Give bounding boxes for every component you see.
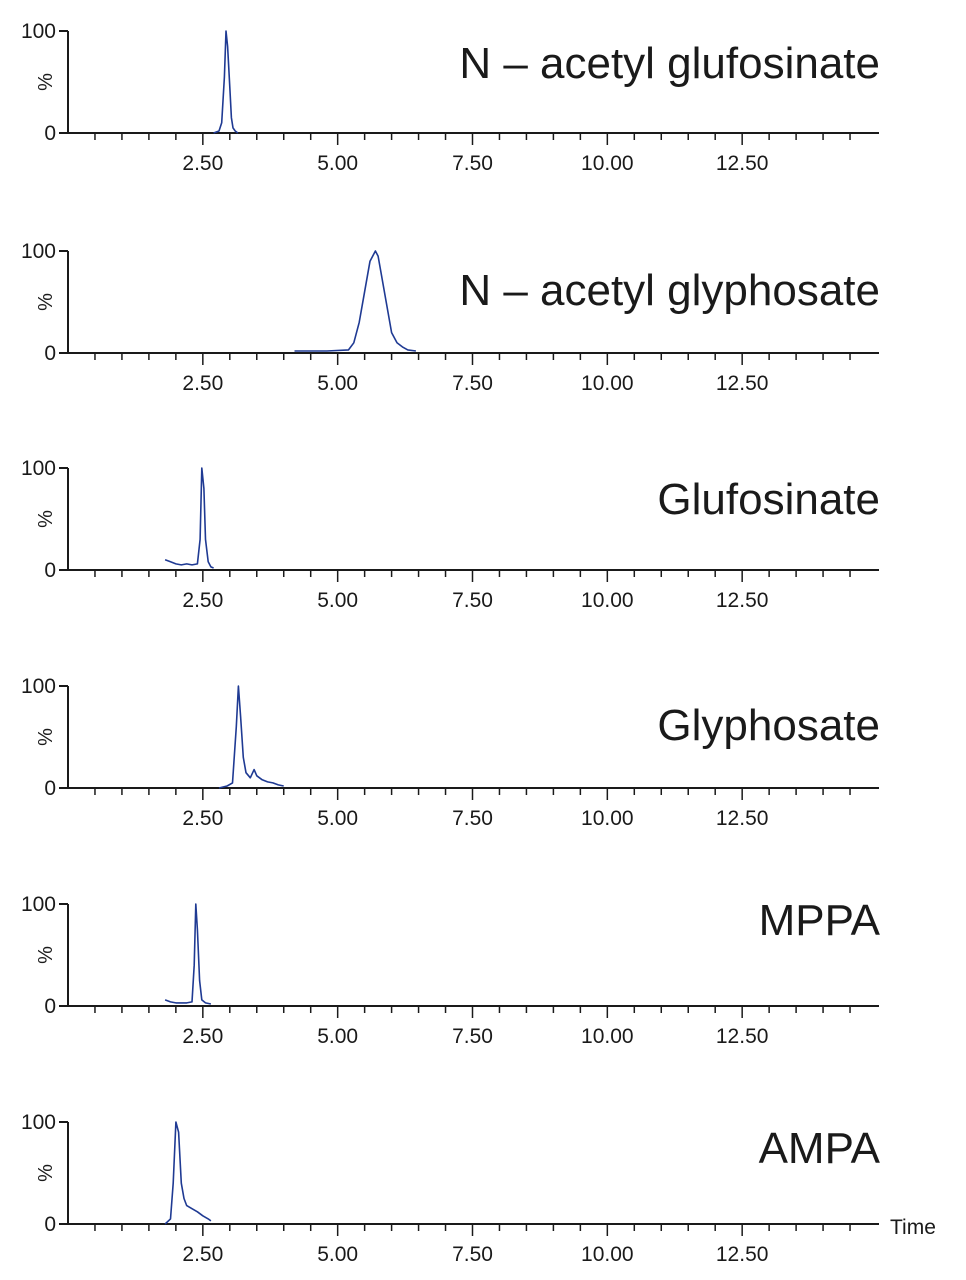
compound-title: MPPA [759,896,881,945]
x-tick-label: 12.50 [716,1025,769,1048]
y-axis-label: % [35,510,57,528]
compound-title: AMPA [759,1124,881,1173]
y-tick-label: 0 [44,559,56,582]
chromatogram-trace [164,467,214,569]
chromatogram-trace [164,903,212,1005]
y-tick-label: 0 [44,777,56,800]
x-tick-label: 7.50 [452,372,493,395]
x-tick-label: 5.00 [317,152,358,175]
y-axis-label: % [35,728,57,746]
compound-title: Glyphosate [657,701,880,750]
x-tick-label: 5.00 [317,1025,358,1048]
x-axis-label: Time [890,1216,936,1239]
y-axis-label: % [35,1164,57,1182]
x-tick-label: 5.00 [317,372,358,395]
x-tick-label: 5.00 [317,589,358,612]
x-tick-label: 12.50 [716,152,769,175]
y-tick-label: 0 [44,995,56,1018]
y-tick-label: 100 [21,1111,56,1134]
x-tick-label: 5.00 [317,807,358,830]
chromatogram-trace [164,1121,212,1225]
y-axis-label: % [35,293,57,311]
chromatogram-panel: 100 0% 2.50 5.00 7.50 10.00 12.50 AMPA Time [21,1111,936,1266]
compound-title: Glufosinate [657,475,880,524]
x-tick-label: 10.00 [581,589,634,612]
x-tick-label: 12.50 [716,372,769,395]
y-tick-label: 0 [44,342,56,365]
chromatogram-trace [218,685,284,789]
y-tick-label: 100 [21,893,56,916]
x-tick-label: 7.50 [452,807,493,830]
x-tick-label: 2.50 [182,1025,223,1048]
x-tick-label: 10.00 [581,1243,634,1266]
chromatogram-panel: 100 0% 2.50 5.00 7.50 10.00 12.50 Glufosinate [21,457,880,612]
x-tick-label: 7.50 [452,1243,493,1266]
x-tick-label: 10.00 [581,372,634,395]
chromatogram-panel: 100 0% 2.50 5.00 7.50 10.00 12.50 Glyphosate [21,675,880,830]
chromatogram-panel: 100 0% 2.50 5.00 7.50 10.00 12.50 N – acetyl gl… [21,240,880,395]
x-tick-label: 2.50 [182,152,223,175]
x-tick-label: 10.00 [581,152,634,175]
chromatogram-panel: 100 0% 2.50 5.00 7.50 10.00 12.50 N – acetyl gl… [21,20,880,175]
x-tick-label: 5.00 [317,1243,358,1266]
x-tick-label: 10.00 [581,1025,634,1048]
x-tick-label: 7.50 [452,152,493,175]
x-tick-label: 10.00 [581,807,634,830]
chromatogram-panel: 100 0% 2.50 5.00 7.50 10.00 12.50 MPPA [21,893,881,1048]
y-tick-label: 100 [21,240,56,263]
compound-title: N – acetyl glufosinate [459,39,880,88]
y-tick-label: 100 [21,457,56,480]
y-axis-label: % [35,73,57,91]
x-tick-label: 2.50 [182,1243,223,1266]
y-tick-label: 100 [21,20,56,43]
y-tick-label: 0 [44,122,56,145]
x-tick-label: 12.50 [716,589,769,612]
x-tick-label: 7.50 [452,589,493,612]
chromatogram-trace [213,30,239,134]
y-tick-label: 100 [21,675,56,698]
chromatogram-trace [294,250,417,352]
x-tick-label: 7.50 [452,1025,493,1048]
compound-title: N – acetyl glyphosate [459,266,880,315]
x-tick-label: 2.50 [182,807,223,830]
y-axis-label: % [35,946,57,964]
x-tick-label: 2.50 [182,589,223,612]
x-tick-label: 12.50 [716,1243,769,1266]
x-tick-label: 12.50 [716,807,769,830]
y-tick-label: 0 [44,1213,56,1236]
x-tick-label: 2.50 [182,372,223,395]
